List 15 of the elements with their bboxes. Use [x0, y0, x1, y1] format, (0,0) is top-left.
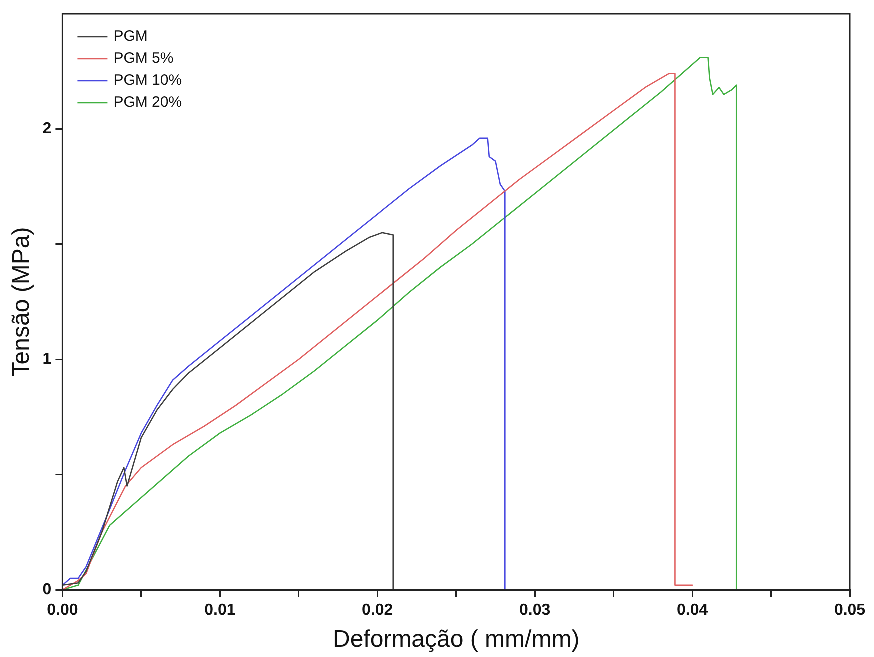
y-tick-label: 0 — [42, 581, 52, 598]
x-tick-label: 0.03 — [520, 602, 551, 620]
legend-label: PGM 5% — [114, 50, 174, 68]
y-tick-label: 1 — [42, 351, 52, 368]
legend-label: PGM 20% — [114, 94, 182, 112]
y-axis-title: Tensão (MPa) — [8, 227, 36, 377]
legend-label: PGM 10% — [114, 72, 182, 90]
x-tick-label: 0.00 — [47, 602, 78, 620]
x-tick-label: 0.01 — [204, 602, 236, 620]
legend-label: PGM — [114, 28, 148, 46]
x-axis-title: Deformação ( mm/mm) — [333, 626, 580, 654]
x-tick-label: 0.05 — [834, 602, 866, 620]
y-tick-label: 2 — [42, 120, 52, 138]
x-tick-label: 0.02 — [362, 602, 394, 620]
x-tick-label: 0.04 — [676, 602, 708, 620]
